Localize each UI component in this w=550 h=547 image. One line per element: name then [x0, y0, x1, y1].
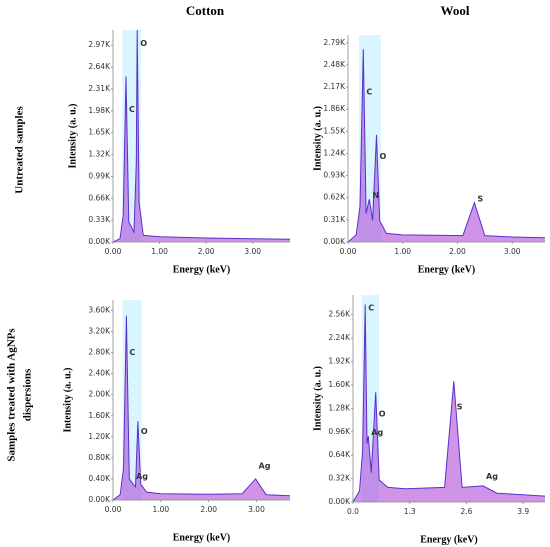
y-tick-label: 2.00K — [88, 390, 111, 399]
y-tick-label: 3.20K — [88, 327, 111, 336]
y-tick-label: 1.92K — [328, 357, 351, 366]
y-tick-label: 2.80K — [88, 348, 111, 357]
x-axis-title: Energy (keV) — [173, 264, 231, 275]
y-tick-label: 1.55K — [323, 126, 346, 135]
y-tick-label: 0.62K — [323, 193, 346, 202]
y-tick-label: 1.86K — [323, 104, 346, 113]
peak-label: Ag — [486, 472, 498, 481]
x-tick-label: 2.00 — [198, 247, 215, 256]
x-axis-title: Energy (keV) — [420, 534, 478, 545]
y-tick-label: 0.00K — [328, 497, 351, 506]
y-tick-label: 2.24K — [328, 333, 351, 342]
y-tick-label: 1.98K — [88, 106, 111, 115]
column-title: Cotton — [186, 3, 225, 18]
x-axis-title: Energy (keV) — [418, 264, 476, 275]
y-tick-label: 0.93K — [323, 171, 346, 180]
y-tick-label: 0.32K — [328, 474, 351, 483]
y-tick-label: 2.48K — [323, 60, 346, 69]
x-tick-label: 3.9 — [517, 507, 529, 516]
row-label: Samples treated with AgNPs — [6, 328, 18, 462]
x-tick-label: 0.00 — [105, 247, 122, 256]
x-tick-label: 1.00 — [151, 247, 168, 256]
y-axis-title: Intensity (a. u.) — [312, 106, 323, 171]
y-tick-label: 2.17K — [323, 82, 346, 91]
x-tick-label: 0.00 — [340, 247, 357, 256]
y-tick-label: 0.00K — [88, 237, 111, 246]
peak-label: O — [379, 152, 386, 161]
spectrum-line — [348, 49, 545, 242]
x-tick-label: 1.00 — [394, 247, 411, 256]
y-tick-label: 0.40K — [88, 474, 111, 483]
y-tick-label: 2.97K — [88, 40, 111, 49]
y-tick-label: 0.99K — [88, 171, 111, 180]
y-tick-label: 2.79K — [323, 38, 346, 47]
x-tick-label: 1.3 — [404, 507, 416, 516]
y-axis-title: Intensity (a. u.) — [67, 103, 78, 168]
x-tick-label: 2.00 — [449, 247, 466, 256]
y-tick-label: 1.60K — [88, 411, 111, 420]
spectrum-area — [353, 304, 545, 502]
row-label: dispersions — [22, 368, 34, 421]
y-axis-title: Intensity (a. u.) — [312, 366, 323, 431]
spectrum-line — [113, 315, 290, 500]
x-tick-label: 2.6 — [460, 507, 472, 516]
row-label: Untreated samples — [14, 106, 26, 194]
y-tick-label: 0.33K — [88, 215, 111, 224]
peak-label: Ag — [371, 428, 383, 437]
x-tick-label: 3.00 — [244, 247, 261, 256]
y-tick-label: 0.00K — [88, 495, 111, 504]
x-tick-label: 0.00 — [105, 505, 122, 514]
y-tick-label: 0.66K — [88, 193, 111, 202]
x-tick-label: 3.00 — [504, 247, 521, 256]
peak-label: O — [141, 427, 148, 436]
y-tick-label: 0.00K — [323, 237, 346, 246]
peak-label: S — [477, 195, 483, 204]
peak-label: C — [129, 105, 135, 114]
x-tick-label: 1.00 — [152, 505, 169, 514]
spectrum-line — [113, 30, 290, 242]
y-tick-label: 1.60K — [328, 380, 351, 389]
x-tick-label: 0.0 — [347, 507, 359, 516]
y-tick-label: 1.24K — [323, 148, 346, 157]
peak-label: Ag — [136, 472, 148, 481]
x-tick-label: 2.00 — [200, 505, 217, 514]
y-tick-label: 2.31K — [88, 84, 111, 93]
spectrum-line — [353, 304, 545, 502]
y-tick-label: 1.65K — [88, 128, 111, 137]
y-tick-label: 2.40K — [88, 369, 111, 378]
peak-label: O — [379, 410, 386, 419]
y-tick-label: 0.64K — [328, 450, 351, 459]
y-axis-title: Intensity (a. u.) — [62, 367, 73, 432]
y-tick-label: 0.80K — [88, 453, 111, 462]
y-tick-label: 1.32K — [88, 150, 111, 159]
y-tick-label: 1.20K — [88, 432, 111, 441]
peak-label: N — [372, 191, 379, 200]
y-tick-label: 2.64K — [88, 62, 111, 71]
y-tick-label: 0.96K — [328, 427, 351, 436]
x-axis-title: Energy (keV) — [173, 532, 231, 543]
peak-label: Ag — [259, 461, 271, 470]
peak-label: C — [366, 88, 372, 97]
peak-label: S — [457, 402, 463, 411]
y-tick-label: 0.31K — [323, 215, 346, 224]
peak-label: C — [368, 304, 374, 313]
column-title: Wool — [441, 3, 470, 18]
x-tick-label: 3.00 — [248, 505, 265, 514]
spectrum-area — [348, 49, 545, 242]
y-tick-label: 3.60K — [88, 306, 111, 315]
peak-label: O — [140, 39, 147, 48]
y-tick-label: 1.28K — [328, 403, 351, 412]
peak-label: C — [129, 348, 135, 357]
y-tick-label: 2.56K — [328, 310, 351, 319]
